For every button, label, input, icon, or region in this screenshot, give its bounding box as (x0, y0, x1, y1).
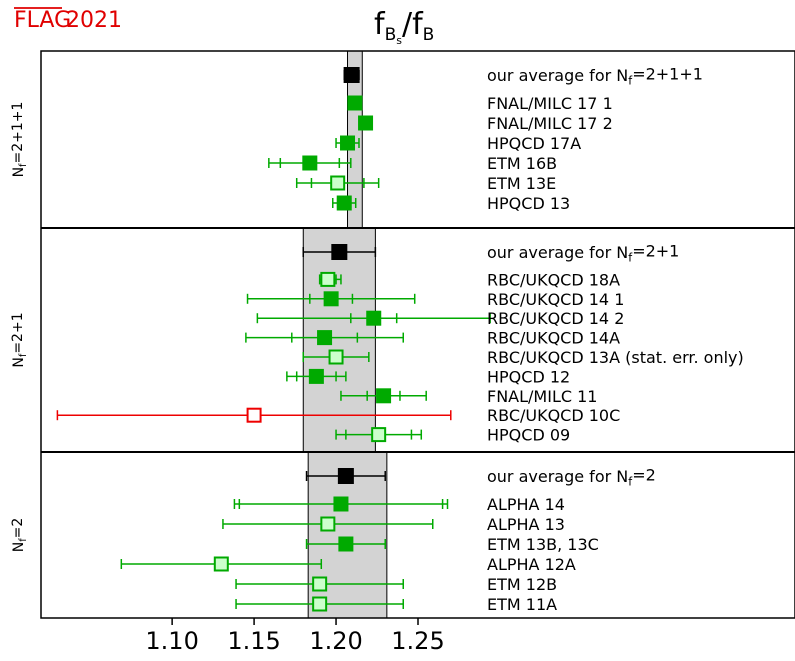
entry-label: FNAL/MILC 17 1 (487, 94, 613, 113)
panel-ylabel: Nf=2+1+1 (10, 102, 29, 178)
panel-ylabel: Nf=2 (10, 518, 29, 553)
data-point (347, 95, 363, 111)
data-point (371, 427, 387, 443)
data-point (338, 536, 354, 552)
entry-label: HPQCD 13 (487, 194, 570, 213)
entry-label: ETM 16B (487, 154, 557, 173)
panel-ylabel: Nf=2+1 (10, 312, 29, 367)
data-point (320, 516, 336, 532)
data-point (336, 195, 352, 211)
entry-label: HPQCD 17A (487, 134, 581, 153)
entry-label: RBC/UKQCD 10C (487, 406, 620, 425)
entry-label: RBC/UKQCD 18A (487, 270, 620, 289)
data-point (376, 388, 392, 404)
data-point (331, 244, 348, 260)
x-tick-label: 1.20 (309, 627, 362, 655)
x-tick-label: 1.15 (227, 627, 280, 655)
entry-label: ALPHA 12A (487, 555, 576, 574)
entry-label: FNAL/MILC 17 2 (487, 114, 613, 133)
data-point (323, 291, 339, 307)
data-point (343, 67, 360, 83)
flag-logo-year: 2021 (66, 8, 122, 33)
data-point (246, 407, 262, 423)
data-point (330, 175, 346, 191)
data-point (312, 576, 328, 592)
average-band (302, 227, 376, 453)
data-point (340, 135, 356, 151)
data-point (308, 368, 324, 384)
data-point (213, 556, 229, 572)
entry-label: ETM 13E (487, 174, 556, 193)
data-point (320, 271, 336, 287)
entry-label: RBC/UKQCD 14 2 (487, 309, 624, 328)
data-point (317, 330, 333, 346)
entry-label: ALPHA 13 (487, 515, 565, 534)
entry-label: our average for Nf=2+1+1 (487, 65, 703, 88)
entry-label: FNAL/MILC 11 (487, 387, 597, 406)
entry-label: RBC/UKQCD 13A (stat. err. only) (487, 348, 744, 367)
flag-logo: FLAG 2021 (14, 7, 122, 33)
entry-label: ETM 12B (487, 575, 557, 594)
data-point (328, 349, 344, 365)
x-tick-label: 1.25 (391, 627, 444, 655)
entry-label: RBC/UKQCD 14 1 (487, 290, 624, 309)
x-tick-label: 1.10 (145, 627, 198, 655)
entry-label: HPQCD 12 (487, 367, 570, 386)
data-point (337, 468, 354, 484)
entry-label: HPQCD 09 (487, 426, 570, 445)
data-point (366, 310, 382, 326)
data-point (312, 596, 328, 612)
chart-title: fBs/fB (374, 7, 434, 47)
entry-label: ALPHA 14 (487, 495, 565, 514)
data-point (333, 496, 349, 512)
data-point (302, 155, 318, 171)
entry-label: RBC/UKQCD 14A (487, 329, 620, 348)
flag-logo-text: FLAG (14, 8, 71, 33)
entry-label: ETM 11A (487, 595, 557, 614)
entry-label: our average for Nf=2+1 (487, 242, 679, 265)
data-point (358, 115, 374, 131)
entry-label: our average for Nf=2 (487, 466, 656, 489)
entry-label: ETM 13B, 13C (487, 535, 599, 554)
plot-frame (40, 50, 795, 619)
